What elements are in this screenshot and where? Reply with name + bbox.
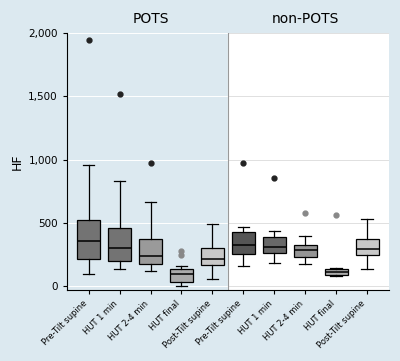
PathPatch shape — [108, 229, 131, 261]
PathPatch shape — [294, 245, 317, 257]
PathPatch shape — [232, 232, 255, 254]
PathPatch shape — [325, 269, 348, 275]
PathPatch shape — [77, 219, 100, 259]
PathPatch shape — [201, 248, 224, 265]
Bar — [228, 8, 398, 311]
PathPatch shape — [356, 239, 379, 255]
PathPatch shape — [170, 269, 193, 282]
Text: POTS: POTS — [132, 12, 169, 26]
Text: non-POTS: non-POTS — [272, 12, 339, 26]
PathPatch shape — [263, 237, 286, 253]
Y-axis label: HF: HF — [11, 153, 24, 170]
PathPatch shape — [139, 239, 162, 264]
